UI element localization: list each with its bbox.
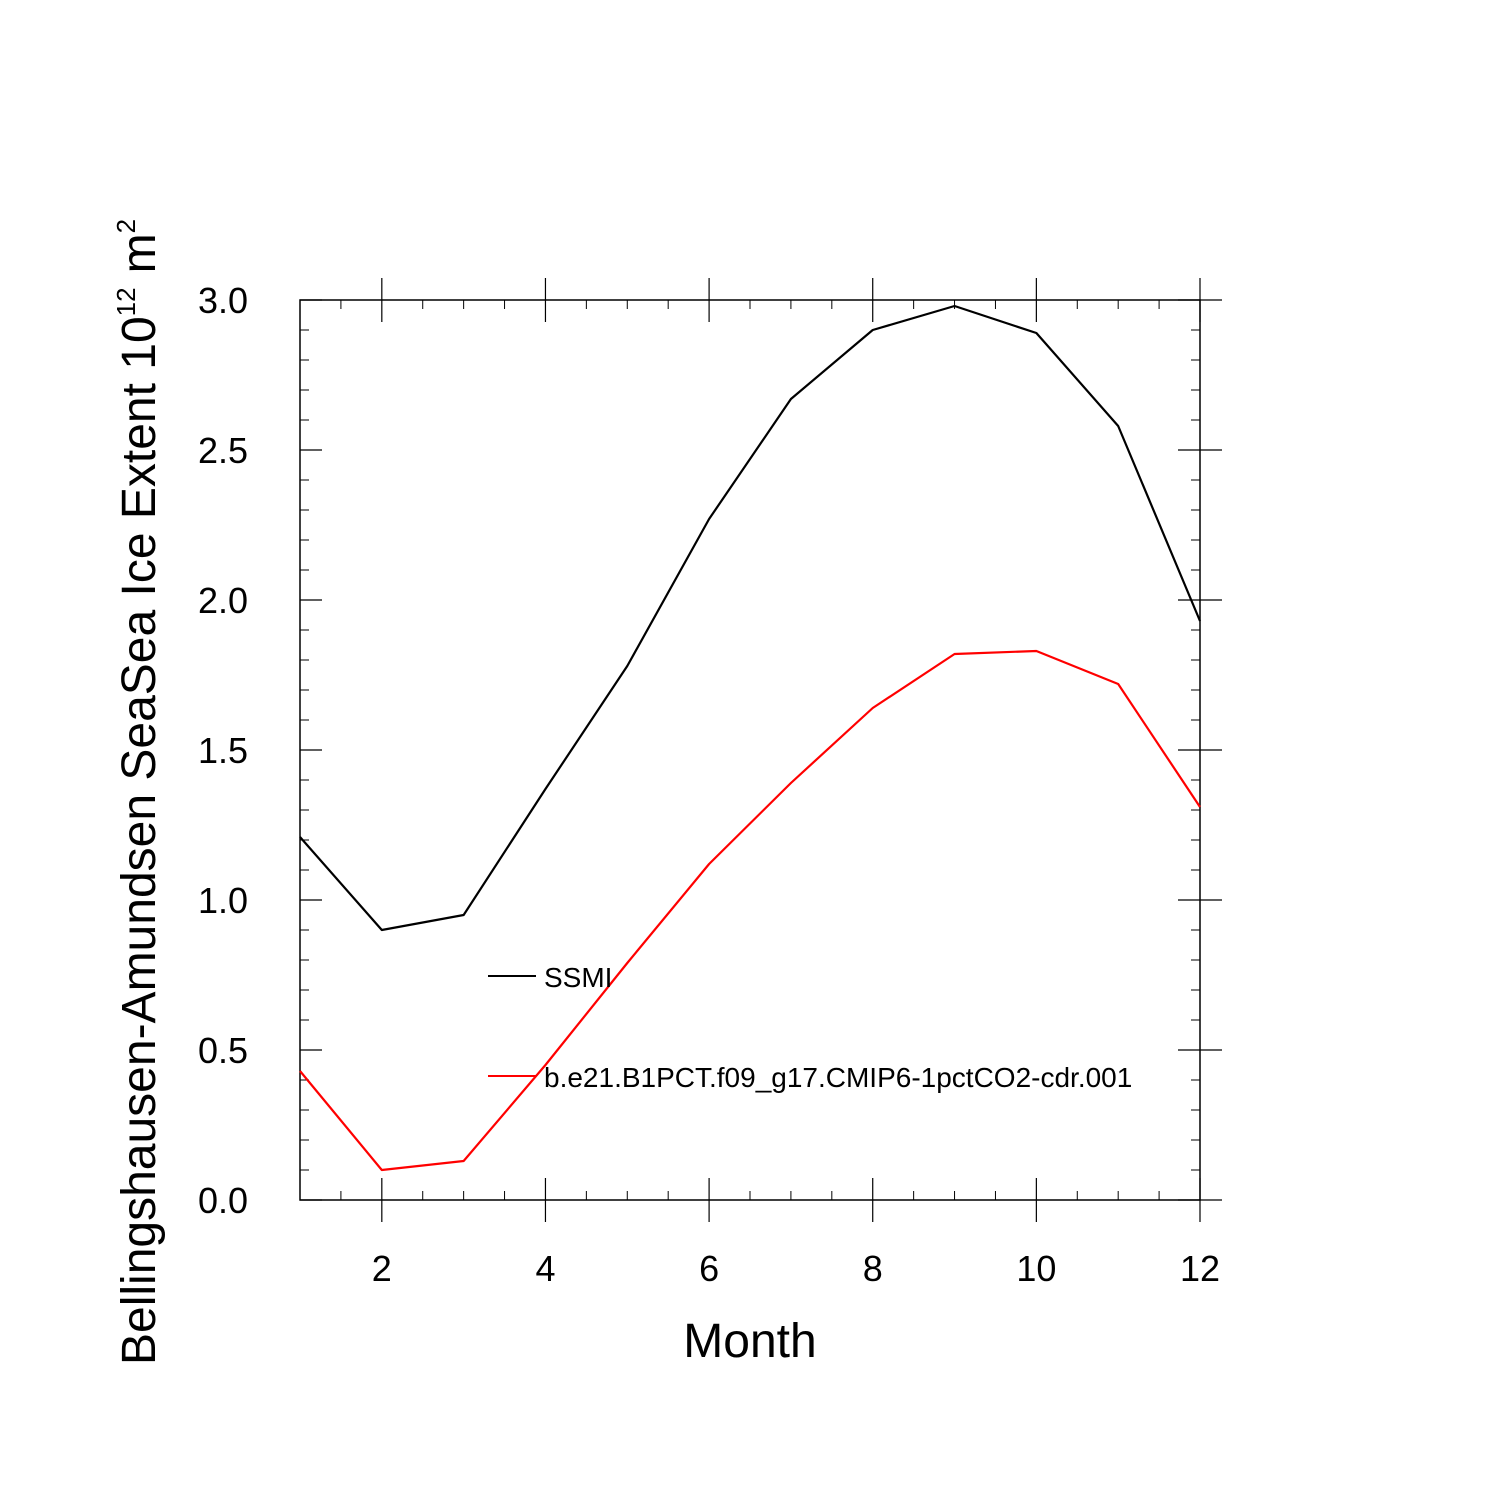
x-tick-label: 8 bbox=[863, 1248, 883, 1289]
y-tick-label: 1.5 bbox=[198, 730, 248, 771]
y-tick-labels: 0.0 0.5 1.0 1.5 2.0 2.5 3.0 bbox=[198, 280, 248, 1221]
legend: SSMI b.e21.B1PCT.f09_g17.CMIP6-1pctCO2-c… bbox=[488, 962, 1132, 1093]
y-axis-title-exponent: 12 bbox=[111, 287, 141, 316]
y-tick-label: 2.0 bbox=[198, 580, 248, 621]
y-axis-title-unit-exponent: 2 bbox=[111, 219, 141, 233]
x-tick-labels: 2 4 6 8 10 12 bbox=[372, 1248, 1220, 1289]
x-tick-label: 2 bbox=[372, 1248, 392, 1289]
series-lines bbox=[299, 304, 1202, 1172]
y-axis-title: Bellingshausen-Amundsen SeaSea Ice Exten… bbox=[111, 219, 166, 1365]
x-tick-label: 4 bbox=[535, 1248, 555, 1289]
legend-label-ssmi: SSMI bbox=[544, 962, 612, 993]
minor-ticks bbox=[299, 300, 1200, 1200]
x-tick-label: 10 bbox=[1016, 1248, 1056, 1289]
y-axis-title-unit: m bbox=[113, 233, 166, 273]
series-line-1 bbox=[299, 649, 1201, 1172]
y-tick-label: 3.0 bbox=[198, 280, 248, 321]
series-line-0 bbox=[299, 304, 1202, 932]
legend-label-model: b.e21.B1PCT.f09_g17.CMIP6-1pctCO2-cdr.00… bbox=[544, 1062, 1132, 1093]
x-axis-title: Month bbox=[683, 1315, 816, 1368]
y-axis-title-main: Bellingshausen-Amundsen SeaSea Ice Exten… bbox=[113, 316, 166, 1365]
y-tick-label: 0.0 bbox=[198, 1180, 248, 1221]
y-tick-label: 0.5 bbox=[198, 1030, 248, 1071]
y-tick-label: 1.0 bbox=[198, 880, 248, 921]
y-tick-label: 2.5 bbox=[198, 430, 248, 471]
major-ticks bbox=[300, 278, 1222, 1222]
x-tick-label: 6 bbox=[699, 1248, 719, 1289]
x-tick-label: 12 bbox=[1180, 1248, 1220, 1289]
